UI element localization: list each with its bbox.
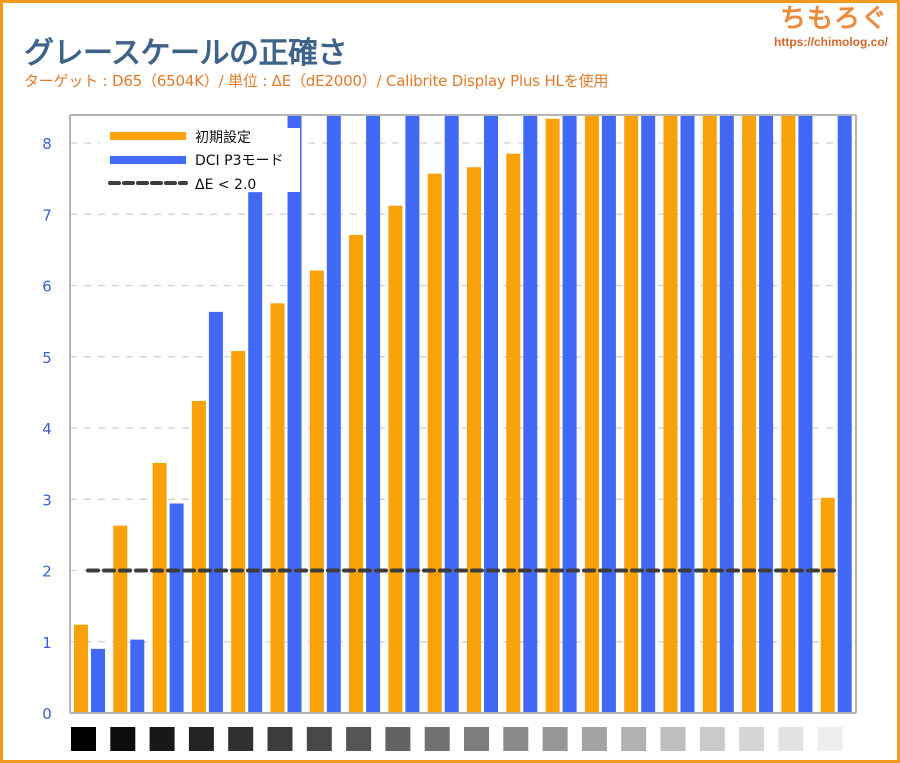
bar-default <box>702 114 717 713</box>
bar-dcip3 <box>601 114 616 713</box>
bar-default <box>113 525 128 713</box>
y-tick-label: 2 <box>42 563 52 581</box>
bar-dcip3 <box>405 114 420 713</box>
bars <box>74 114 852 714</box>
bar-default <box>781 114 796 713</box>
y-tick-label: 1 <box>42 634 52 652</box>
legend-label-threshold: ΔE < 2.0 <box>195 177 256 193</box>
y-axis-ticks: 0 1 2 3 4 5 6 7 8 <box>42 135 52 723</box>
bar-default <box>545 118 560 713</box>
grayscale-swatches <box>71 727 843 751</box>
y-tick-label: 8 <box>42 135 52 153</box>
bar-default <box>388 205 403 713</box>
bar-dcip3 <box>366 114 381 713</box>
bar-dcip3 <box>759 114 774 713</box>
bar-dcip3 <box>169 503 184 713</box>
bar-dcip3 <box>484 114 498 713</box>
grayscale-swatch <box>778 727 804 751</box>
y-tick-label: 7 <box>42 206 52 224</box>
y-tick-label: 4 <box>42 420 52 438</box>
grayscale-swatch <box>188 727 214 751</box>
bar-default <box>427 173 442 713</box>
bar-dcip3 <box>798 114 813 713</box>
grayscale-swatch <box>739 727 765 751</box>
bar-default <box>584 114 599 713</box>
site-logo: ちもろぐ https://chimolog.co/ <box>774 4 888 50</box>
grayscale-swatch <box>817 727 843 751</box>
bar-default <box>742 114 757 713</box>
legend-label-dcip3: DCI P3モード <box>195 153 283 169</box>
legend-label-default: 初期設定 <box>195 129 251 146</box>
bar-dcip3 <box>444 114 459 713</box>
legend-swatch-dcip3 <box>110 156 186 164</box>
y-tick-label: 0 <box>42 705 52 723</box>
grayscale-swatch <box>424 727 450 751</box>
grayscale-swatch <box>71 727 96 751</box>
bar-dcip3 <box>837 114 852 713</box>
bar-default <box>270 303 285 713</box>
grayscale-swatch <box>110 727 136 751</box>
grayscale-swatch <box>267 727 293 751</box>
bar-default <box>74 624 88 713</box>
grayscale-swatch <box>542 727 568 751</box>
logo-url: https://chimolog.co/ <box>774 35 888 49</box>
bar-default <box>152 462 167 713</box>
grayscale-swatch <box>660 727 686 751</box>
grayscale-swatch <box>149 727 175 751</box>
grayscale-swatch <box>699 727 725 751</box>
axes <box>69 114 857 714</box>
bar-default <box>349 234 364 713</box>
grayscale-swatch <box>228 727 254 751</box>
grayscale-swatch <box>464 727 489 751</box>
legend-swatch-default <box>110 132 186 140</box>
grayscale-swatch <box>581 727 607 751</box>
legend: 初期設定 DCI P3モード ΔE < 2.0 <box>100 128 300 193</box>
grayscale-swatch <box>385 727 411 751</box>
bar-default <box>309 270 324 713</box>
bar-default <box>820 497 835 713</box>
y-tick-label: 6 <box>42 278 52 296</box>
bar-dcip3 <box>287 114 302 713</box>
bar-default <box>506 153 521 713</box>
logo-text: ちもろぐ <box>779 4 888 34</box>
bar-default <box>624 114 639 713</box>
bar-default <box>191 400 206 713</box>
bar-default <box>231 351 246 713</box>
bar-default <box>663 114 678 713</box>
bar-dcip3 <box>91 648 105 713</box>
bar-dcip3 <box>248 192 263 714</box>
bar-dcip3 <box>719 114 734 713</box>
y-tick-label: 5 <box>42 349 52 367</box>
chart-title: グレースケールの正確さ <box>24 36 348 71</box>
bar-dcip3 <box>562 114 577 713</box>
bar-dcip3 <box>208 311 223 713</box>
gridlines <box>70 142 856 643</box>
bar-dcip3 <box>680 114 695 713</box>
grayscale-swatch <box>621 727 647 751</box>
grayscale-swatch <box>503 727 529 751</box>
grayscale-swatch <box>346 727 372 751</box>
bar-dcip3 <box>130 639 145 713</box>
bar-dcip3 <box>326 114 341 713</box>
y-tick-label: 3 <box>42 491 52 509</box>
grayscale-swatch <box>306 727 332 751</box>
chart-subtitle: ターゲット : D65（6504K）/ 単位 : ΔE（dE2000）/ Cal… <box>24 72 609 90</box>
bar-dcip3 <box>641 114 656 713</box>
bar-dcip3 <box>523 114 538 713</box>
bar-default <box>467 167 481 714</box>
